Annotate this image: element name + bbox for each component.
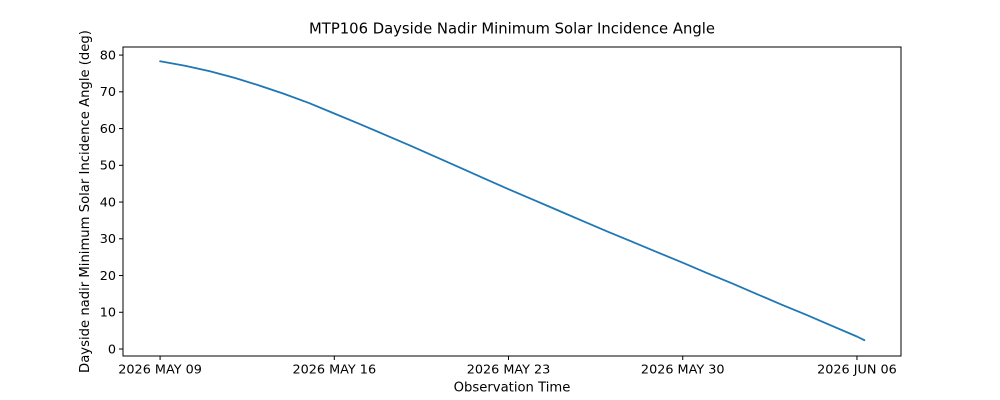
y-tick-label: 60 [100, 122, 116, 137]
x-axis-label: Observation Time [454, 381, 571, 396]
y-tick-label: 20 [100, 269, 116, 284]
y-tick-label: 70 [100, 85, 116, 100]
x-tick-label: 2026 MAY 16 [292, 363, 376, 378]
plot-border [122, 46, 902, 357]
y-tick-label: 80 [100, 48, 116, 63]
x-tick-label: 2026 MAY 09 [118, 363, 202, 378]
line-series [159, 60, 866, 342]
y-tick-label: 10 [100, 306, 116, 321]
x-tick-label: 2026 JUN 06 [817, 363, 897, 378]
y-axis-label: Dayside nadir Minimum Solar Incidence An… [78, 30, 93, 373]
y-tick-label: 0 [108, 342, 116, 357]
axes: 2026 MAY 09 2026 MAY 16 2026 MAY 23 2026 MA… [100, 46, 902, 378]
series-lines [159, 60, 866, 342]
x-tick-label: 2026 MAY 30 [641, 363, 725, 378]
chart-title: MTP106 Dayside Nadir Minimum Solar Incid… [309, 21, 715, 38]
x-tick-label: 2026 MAY 23 [467, 363, 551, 378]
y-tick-label: 50 [100, 159, 116, 174]
y-tick-label: 40 [100, 195, 116, 210]
y-tick-label: 30 [100, 232, 116, 247]
